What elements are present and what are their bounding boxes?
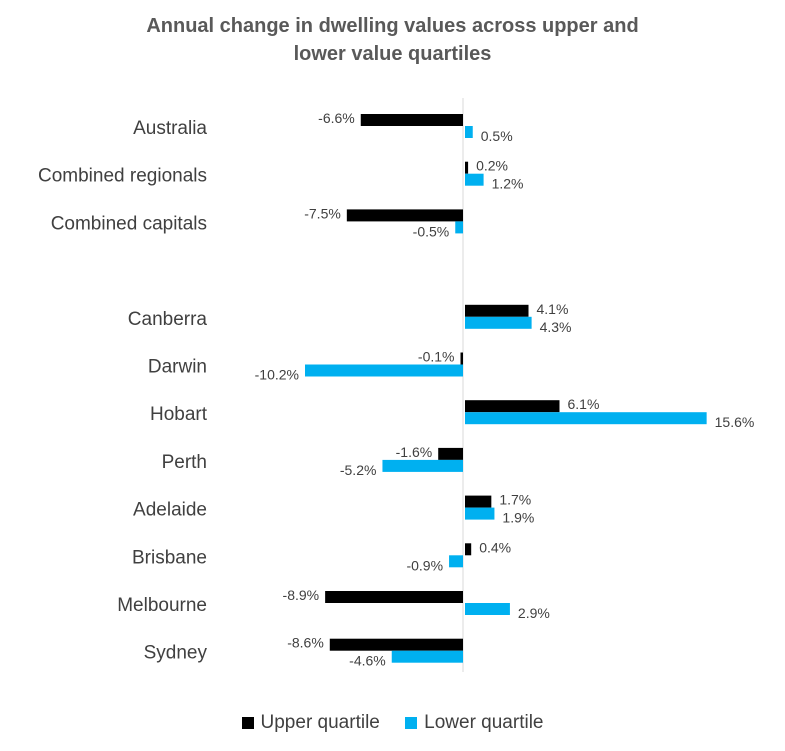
bar-lower-quartile-brisbane [449,555,463,568]
legend-swatch-lower [405,717,418,729]
bar-upper-quartile-australia [360,114,463,126]
chart-title: Annual change in dwelling values across … [0,12,785,68]
category-label-combined-capitals: Combined capitals [51,213,207,234]
data-label-lower-quartile-combined-regionals: 1.2% [492,176,524,192]
legend-label-lower: Lower quartile [424,712,544,733]
bar-upper-quartile-perth [438,447,463,460]
data-label-upper-quartile-combined-capitals: -7.5% [304,205,341,221]
data-label-lower-quartile-canberra: 4.3% [540,319,572,335]
data-label-upper-quartile-perth: -1.6% [396,444,433,460]
data-label-upper-quartile-combined-regionals: 0.2% [476,158,508,174]
bar-upper-quartile-sydney [329,638,463,651]
data-label-upper-quartile-hobart: 6.1% [567,396,599,412]
data-label-upper-quartile-australia: -6.6% [318,110,355,126]
bar-upper-quartile-canberra [465,304,529,317]
data-label-upper-quartile-canberra: 4.1% [537,301,569,317]
category-label-combined-regionals: Combined regionals [38,166,207,187]
chart-title-line-2: lower value quartiles [293,43,492,65]
data-label-lower-quartile-melbourne: 2.9% [518,605,550,621]
data-label-lower-quartile-perth: -5.2% [340,462,377,478]
category-label-sydney: Sydney [144,643,208,664]
bar-lower-quartile-canberra [465,316,532,329]
bar-lower-quartile-perth [382,459,463,472]
category-label-canberra: Canberra [128,309,208,330]
legend-label-upper: Upper quartile [260,712,380,733]
data-label-lower-quartile-sydney: -4.6% [349,653,386,669]
bar-lower-quartile-adelaide [465,507,495,520]
category-label-hobart: Hobart [150,404,208,425]
data-label-lower-quartile-combined-capitals: -0.5% [413,223,450,239]
bar-lower-quartile-combined-regionals [465,173,484,186]
data-label-lower-quartile-australia: 0.5% [481,128,513,144]
bar-lower-quartile-melbourne [465,603,510,615]
legend-item-lower: Lower quartile [405,712,543,734]
category-label-perth: Perth [162,452,207,473]
data-label-lower-quartile-hobart: 15.6% [715,414,755,430]
bar-upper-quartile-hobart [465,400,560,413]
data-label-upper-quartile-adelaide: 1.7% [499,492,531,508]
bar-upper-quartile-combined-capitals [346,209,463,222]
bar-upper-quartile-melbourne [325,591,463,603]
data-label-lower-quartile-darwin: -10.2% [255,367,299,383]
bar-upper-quartile-adelaide [465,495,492,508]
data-label-upper-quartile-sydney: -8.6% [287,635,324,651]
category-label-brisbane: Brisbane [132,547,207,568]
bar-chart: Australia -6.6% 0.5% Combined regionals 0.2%… [38,98,755,672]
category-label-darwin: Darwin [148,357,207,378]
bar-lower-quartile-australia [465,126,473,138]
data-label-lower-quartile-adelaide: 1.9% [502,510,534,526]
bar-lower-quartile-combined-capitals [455,221,463,234]
bar-lower-quartile-darwin [305,364,463,377]
category-label-melbourne: Melbourne [117,595,207,616]
bar-upper-quartile-combined-regionals [465,161,469,174]
bar-lower-quartile-sydney [391,650,463,663]
chart-title-line-1: Annual change in dwelling values across … [146,15,639,37]
category-label-adelaide: Adelaide [133,500,207,521]
data-label-upper-quartile-darwin: -0.1% [418,349,455,365]
category-label-australia: Australia [133,118,207,139]
legend-swatch-upper [241,717,254,729]
legend-item-upper: Upper quartile [241,712,380,734]
data-label-lower-quartile-brisbane: -0.9% [406,557,443,573]
bar-lower-quartile-hobart [465,412,707,425]
data-label-upper-quartile-melbourne: -8.9% [283,587,320,603]
bar-upper-quartile-darwin [460,352,463,365]
legend: Upper quartile Lower quartile [0,712,785,735]
data-label-upper-quartile-brisbane: 0.4% [479,539,511,555]
bar-upper-quartile-brisbane [465,543,472,556]
